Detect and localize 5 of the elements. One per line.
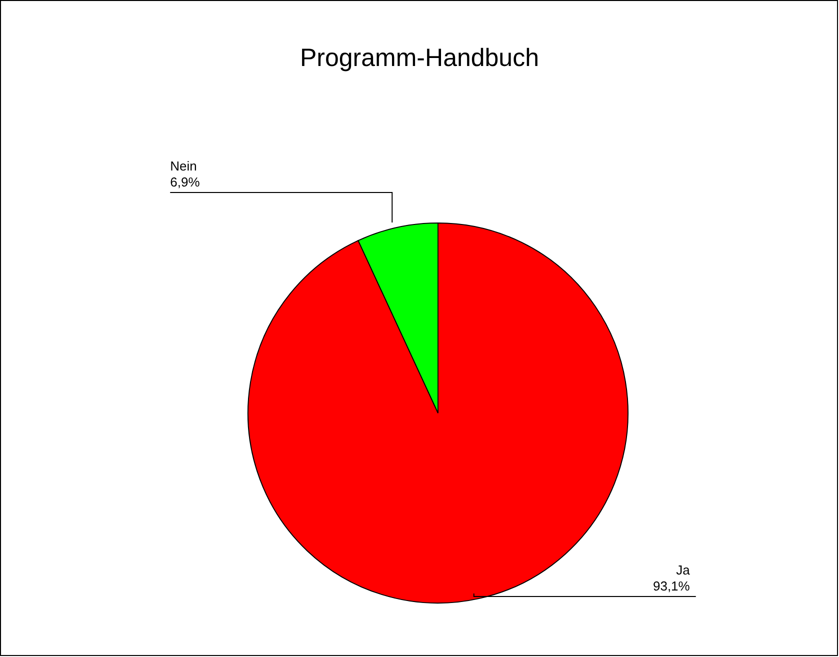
data-label: 6,9% [170, 174, 200, 190]
data-label: 93,1% [652, 578, 690, 594]
chart-title: Programm-Handbuch [299, 44, 540, 73]
slice-label: Ja [676, 562, 691, 578]
slice-label: Nein [170, 158, 197, 174]
